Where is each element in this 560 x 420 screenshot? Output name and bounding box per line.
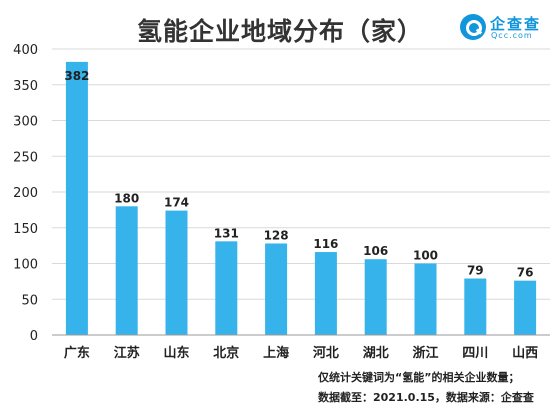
footnote-source: 数据截至：2021.0.15，数据来源：企查查 xyxy=(318,391,534,404)
x-axis-ticks: 广东 江苏 山东 北京 上海 河北 湖北 浙江 四川 山西 xyxy=(64,345,538,361)
bar-value-label: 180 xyxy=(114,191,139,205)
bar xyxy=(314,252,337,335)
bar-value-label: 76 xyxy=(517,266,534,280)
footnote-scope: 仅统计关键词为“氢能”的相关企业数量； xyxy=(318,371,520,384)
x-tick-label: 广东 xyxy=(64,345,90,361)
x-tick-label: 北京 xyxy=(213,345,239,361)
bar-value-label: 382 xyxy=(64,69,89,83)
chart-title: 氢能企业地域分布（家） xyxy=(136,17,423,46)
qcc-logo: 企查查 Qcc.com xyxy=(460,12,554,46)
bar-value-label: 100 xyxy=(413,249,438,263)
x-tick-label: 浙江 xyxy=(412,345,438,361)
bar xyxy=(265,243,288,335)
logo-domain: Qcc.com xyxy=(491,31,533,40)
bar xyxy=(165,210,188,335)
y-tick-label: 200 xyxy=(13,186,38,201)
bar-value-label: 106 xyxy=(363,244,388,258)
y-tick-label: 250 xyxy=(13,150,38,165)
bar xyxy=(464,278,487,335)
data-labels: 382 180 174 131 128 116 106 100 79 76 xyxy=(64,69,533,280)
x-tick-label: 四川 xyxy=(462,346,488,361)
x-tick-label: 山东 xyxy=(163,345,189,361)
y-tick-label: 300 xyxy=(13,115,38,130)
y-axis-ticks: 0 50 100 150 200 250 300 350 400 xyxy=(13,43,38,344)
y-tick-label: 350 xyxy=(13,79,38,94)
logo-name: 企查查 xyxy=(490,15,542,33)
bar-value-label: 79 xyxy=(467,264,484,278)
bar xyxy=(364,259,387,335)
bar xyxy=(514,280,537,335)
x-tick-label: 河北 xyxy=(313,345,339,361)
x-tick-label: 江苏 xyxy=(114,345,140,361)
x-tick-label: 山西 xyxy=(512,345,538,361)
bar xyxy=(65,61,88,336)
magnifier-icon xyxy=(460,14,486,40)
x-tick-label: 湖北 xyxy=(363,346,389,361)
bar xyxy=(115,206,138,335)
y-tick-label: 150 xyxy=(13,222,38,237)
bar-value-label: 128 xyxy=(264,228,289,242)
bar xyxy=(215,241,238,335)
bar xyxy=(414,263,437,335)
bars xyxy=(65,61,537,336)
y-tick-label: 400 xyxy=(13,43,38,58)
bar-value-label: 116 xyxy=(313,237,338,251)
bar-value-label: 174 xyxy=(164,196,189,210)
bar-value-label: 131 xyxy=(214,226,239,240)
y-tick-label: 0 xyxy=(30,329,38,344)
y-tick-label: 50 xyxy=(21,293,38,308)
x-tick-label: 上海 xyxy=(263,345,289,361)
y-tick-label: 100 xyxy=(13,258,38,273)
